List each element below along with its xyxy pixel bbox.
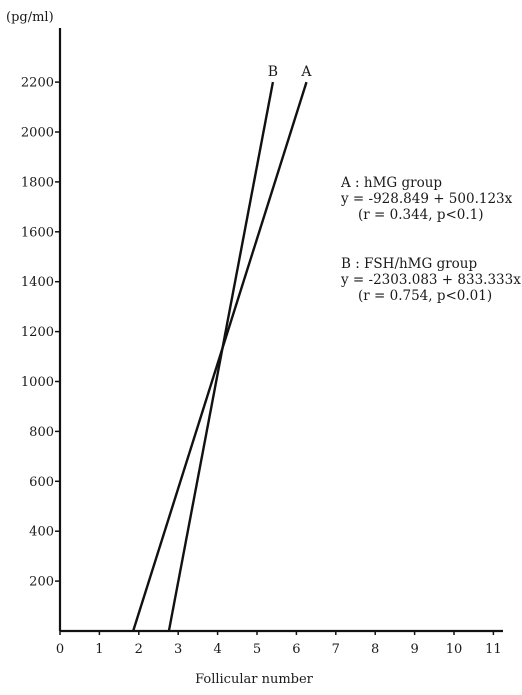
- y-tick-label-2200: 2200: [21, 76, 54, 91]
- annotation-b-line-1: B : FSH/hMG group: [341, 256, 477, 272]
- y-tick-label-1600: 1600: [21, 225, 54, 240]
- x-tick-label-6: 6: [292, 642, 300, 657]
- x-axis-ticks: 0 1 2 3 4 5 6 7 8 9 10 11: [56, 631, 502, 657]
- y-tick-label-1800: 1800: [21, 175, 54, 190]
- y-tick-label-1400: 1400: [21, 275, 54, 290]
- series-lines: AB: [132, 64, 312, 632]
- y-tick-label-200: 200: [29, 575, 54, 590]
- annotation-a-line-1: A : hMG group: [340, 175, 442, 191]
- y-axis-unit-label: (pg/ml): [6, 10, 54, 25]
- x-tick-label-1: 1: [95, 642, 103, 657]
- x-tick-label-2: 2: [135, 642, 143, 657]
- annotation-a-line-2: y = -928.849 + 500.123x: [340, 191, 513, 207]
- y-tick-label-1200: 1200: [21, 325, 54, 340]
- y-tick-label-600: 600: [29, 475, 54, 490]
- y-tick-label-1000: 1000: [21, 375, 54, 390]
- annotation-b-line-2: y = -2303.083 + 833.333x: [340, 272, 521, 288]
- x-tick-label-7: 7: [332, 642, 340, 657]
- annotation-b-line-3: (r = 0.754, p<0.01): [358, 288, 492, 304]
- annotation-b: B : FSH/hMG group y = -2303.083 + 833.33…: [340, 256, 521, 304]
- x-tick-label-4: 4: [213, 642, 221, 657]
- annotation-a: A : hMG group y = -928.849 + 500.123x (r…: [340, 175, 513, 223]
- x-tick-label-11: 11: [485, 642, 502, 657]
- y-axis-ticks: 200 400 600 800 1000 1200 1400 1600 1800 2000 2200: [21, 76, 60, 590]
- x-tick-label-0: 0: [56, 642, 64, 657]
- x-tick-label-5: 5: [253, 642, 261, 657]
- series-line-b: [167, 81, 275, 632]
- x-tick-label-10: 10: [446, 642, 463, 657]
- x-axis-title: Follicular number: [195, 672, 314, 687]
- y-tick-label-800: 800: [29, 425, 54, 440]
- y-tick-label-400: 400: [29, 525, 54, 540]
- x-tick-label-9: 9: [410, 642, 418, 657]
- annotation-a-line-3: (r = 0.344, p<0.1): [358, 207, 484, 223]
- series-label-b: B: [268, 64, 278, 80]
- y-tick-label-2000: 2000: [21, 126, 54, 141]
- x-tick-label-8: 8: [371, 642, 379, 657]
- series-label-a: A: [300, 64, 312, 80]
- x-tick-label-3: 3: [174, 642, 182, 657]
